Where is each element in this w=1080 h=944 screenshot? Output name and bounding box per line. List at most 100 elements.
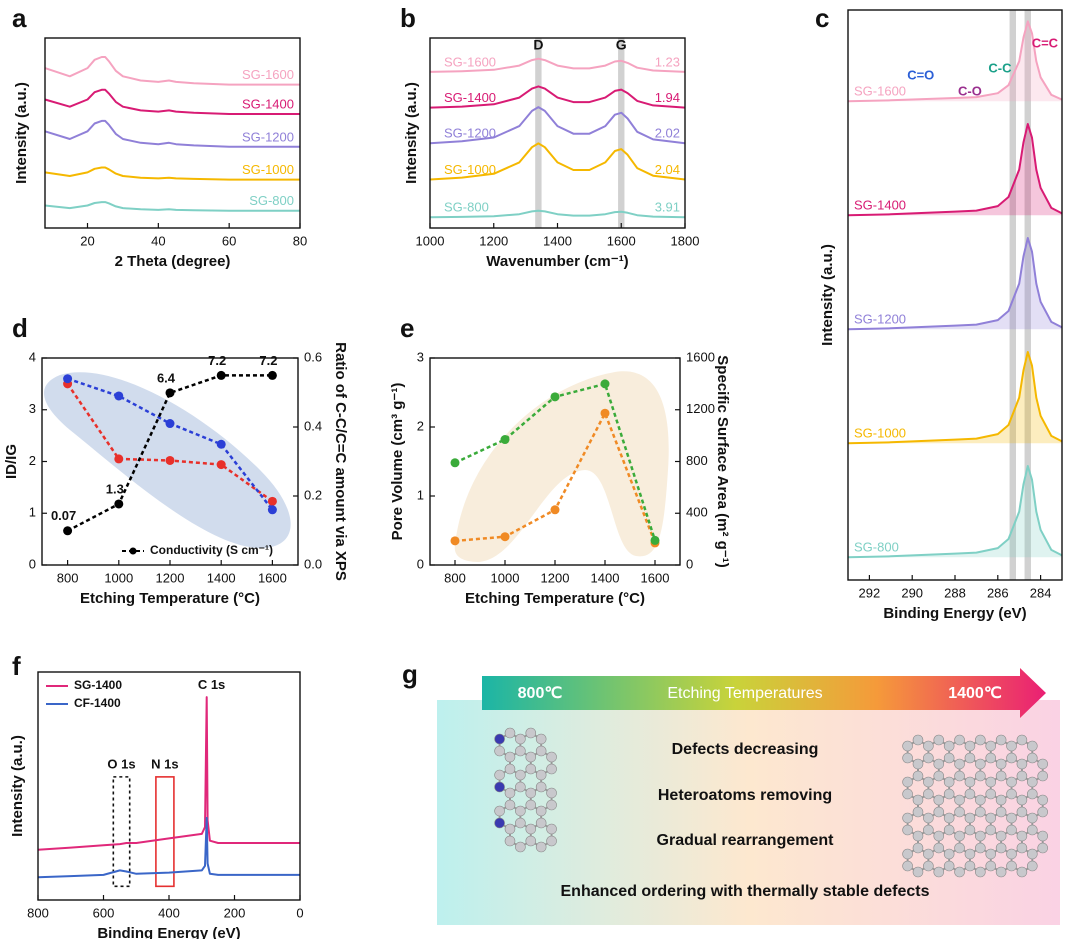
atom — [1037, 770, 1049, 782]
atom — [995, 794, 1007, 806]
region-band — [1009, 10, 1016, 580]
atom — [975, 866, 986, 878]
series-label: SG-1600 — [854, 84, 906, 99]
atom — [943, 788, 955, 800]
atom — [902, 848, 913, 860]
atom — [943, 848, 955, 860]
atom — [995, 806, 1007, 818]
atom — [515, 781, 526, 793]
series-label: SG-1200 — [242, 129, 294, 144]
x-tick-label: 1400 — [591, 570, 620, 585]
region-box — [155, 776, 175, 888]
atom — [923, 824, 934, 836]
x-tick-label: 1400 — [543, 233, 572, 248]
atom — [535, 805, 547, 817]
region-label: N 1s — [151, 756, 178, 771]
data-label: 1.3 — [106, 481, 124, 496]
atom — [912, 758, 924, 770]
atom — [975, 806, 986, 818]
atom — [943, 740, 955, 752]
atom — [954, 770, 965, 782]
atom — [1027, 848, 1038, 860]
atom — [912, 770, 924, 782]
atom — [975, 734, 986, 746]
data-point — [216, 370, 226, 380]
atom — [933, 770, 945, 782]
atom — [933, 794, 945, 806]
atom — [975, 770, 986, 782]
atom — [954, 794, 965, 806]
series-line — [44, 201, 300, 212]
annotation: C-O — [958, 84, 982, 99]
data-point — [600, 379, 610, 389]
atom — [1006, 848, 1017, 860]
atom — [995, 758, 1007, 770]
series-line — [847, 20, 1063, 103]
atom — [1037, 806, 1049, 818]
atom — [1006, 788, 1017, 800]
atom — [902, 860, 913, 872]
region-band — [1024, 10, 1031, 580]
atom — [1006, 752, 1017, 764]
x-tick-label: 600 — [93, 905, 115, 920]
legend-marker — [129, 547, 137, 555]
y-axis-label: Intensity (a.u.) — [403, 82, 420, 184]
atom — [933, 830, 945, 842]
y2-tick-label: 1600 — [686, 349, 715, 364]
atom — [923, 740, 934, 752]
arrow-end: 1400℃ — [948, 685, 1002, 702]
atom — [546, 823, 557, 835]
atom — [954, 830, 965, 842]
atom — [912, 794, 924, 806]
atom — [1037, 794, 1049, 806]
series-label: SG-1000 — [444, 162, 496, 177]
atom — [995, 830, 1007, 842]
atom — [1027, 860, 1038, 872]
series-note: 2.02 — [655, 126, 680, 141]
data-point — [216, 439, 226, 449]
schematic-line: Defects decreasing — [672, 741, 819, 758]
atom — [1016, 734, 1028, 746]
atom — [535, 733, 547, 745]
series-label: SG-1000 — [854, 426, 906, 441]
series-line — [37, 696, 300, 851]
series-line — [429, 106, 686, 145]
y2-tick-label: 0.6 — [304, 349, 322, 364]
region-box — [112, 776, 131, 888]
x-tick-label: 290 — [901, 585, 923, 600]
y-tick-label: 1 — [29, 505, 36, 520]
legend-label: SG-1400 — [74, 678, 122, 692]
atom — [504, 835, 516, 847]
atom — [923, 848, 934, 860]
x-tick-label: 1200 — [156, 570, 185, 585]
atom — [1016, 866, 1028, 878]
data-point — [600, 408, 610, 418]
annotation: C 1s — [198, 677, 225, 692]
atom — [954, 842, 965, 854]
panel-letter: d — [12, 313, 28, 343]
x-axis-label: Etching Temperature (°C) — [80, 590, 260, 607]
series-line — [429, 57, 686, 73]
atom — [494, 733, 505, 745]
atom — [902, 824, 913, 836]
y2-tick-label: 0 — [686, 556, 693, 571]
y2-tick-label: 0.0 — [304, 556, 322, 571]
y-axis-label: Intensity (a.u.) — [13, 82, 30, 184]
atom — [504, 799, 516, 811]
atom — [902, 812, 913, 824]
x-tick-label: 80 — [293, 233, 307, 248]
atom — [546, 799, 557, 811]
atom — [1027, 812, 1038, 824]
atom — [964, 848, 976, 860]
data-label: 7.2 — [259, 353, 277, 368]
x-tick-label: 1800 — [671, 233, 700, 248]
atom — [964, 788, 976, 800]
y-tick-label: 1 — [417, 487, 424, 502]
atom — [923, 812, 934, 824]
atom — [943, 860, 955, 872]
series-line — [44, 119, 300, 148]
atom — [1016, 794, 1028, 806]
atom — [902, 752, 913, 764]
atom — [943, 776, 955, 788]
